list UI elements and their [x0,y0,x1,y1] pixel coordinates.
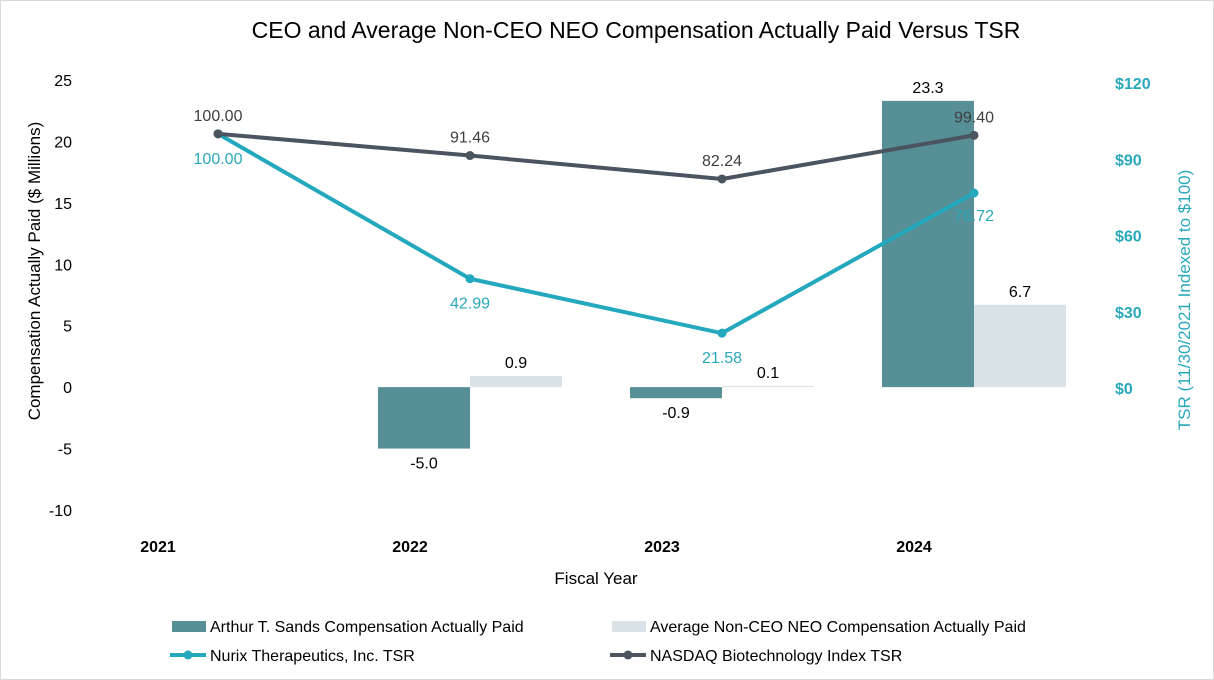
bar-label-ceo: 23.3 [912,80,943,97]
bar-label-neo: 0.1 [757,365,779,382]
y-axis-label: Compensation Actually Paid ($ Millions) [25,122,44,421]
bar-label-neo: 0.9 [505,355,527,372]
legend-item-ceo[interactable]: Arthur T. Sands Compensation Actually Pa… [172,619,524,636]
y2-axis-label: TSR (11/30/2021 Indexed to $100) [1175,170,1194,431]
point-label-nasdaq: 100.00 [194,108,243,125]
bar-label-ceo: -0.9 [662,405,690,422]
point-label-nasdaq: 99.40 [954,109,994,126]
legend: Arthur T. Sands Compensation Actually Pa… [170,619,1026,665]
point-nurix [465,274,475,284]
legend-swatch-ceo [172,621,206,632]
line-nasdaq [217,131,975,181]
right-axis-ticks: $120 $90 $60 $30 $0 [1115,76,1151,398]
point-nurix [969,188,979,198]
y-tick-label: 20 [54,134,72,151]
bar-label-neo: 6.7 [1009,284,1031,301]
legend-item-nasdaq[interactable]: NASDAQ Biotechnology Index TSR [610,648,902,665]
y2-tick-label: $0 [1115,381,1133,398]
y-tick-label: -10 [49,503,72,520]
legend-label-ceo: Arthur T. Sands Compensation Actually Pa… [210,619,524,636]
y2-tick-label: $30 [1115,305,1142,322]
legend-label-neo: Average Non-CEO NEO Compensation Actuall… [650,619,1026,636]
bar-neo [470,376,562,388]
point-nasdaq [465,151,475,161]
x-tick-label: 2024 [896,539,932,556]
y-tick-label: 0 [63,380,72,397]
legend-item-neo[interactable]: Average Non-CEO NEO Compensation Actuall… [612,619,1026,636]
y-tick-label: 25 [54,73,72,90]
legend-label-nurix: Nurix Therapeutics, Inc. TSR [210,648,415,665]
legend-swatch-nurix-marker [183,650,193,660]
y2-tick-label: $90 [1115,152,1142,169]
point-label-nurix: 76.72 [954,208,994,225]
left-axis-ticks: 25 20 15 10 5 0 -5 -10 [49,73,72,520]
bar-ceo [378,387,470,449]
x-tick-label: 2021 [140,539,176,556]
bar-neo [974,304,1066,388]
point-nasdaq [213,129,223,139]
y2-tick-label: $60 [1115,229,1142,246]
y2-tick-label: $120 [1115,76,1151,93]
point-label-nurix: 42.99 [450,296,490,313]
y-tick-label: 5 [63,319,72,336]
point-label-nurix: 100.00 [194,151,243,168]
legend-swatch-neo [612,621,646,632]
x-axis-label: Fiscal Year [554,569,637,588]
chart-title: CEO and Average Non-CEO NEO Compensation… [252,17,1021,43]
y-tick-label: 15 [54,196,72,213]
point-label-nasdaq: 91.46 [450,130,490,147]
x-tick-label: 2023 [644,539,680,556]
y-tick-label: 10 [54,257,72,274]
point-nasdaq [969,130,979,140]
point-nasdaq [717,174,727,184]
bar-label-ceo: -5.0 [410,456,438,473]
lines: 100.00 42.99 21.58 76.72 100.00 91.46 82.24 99.… [194,108,995,367]
bar-neo [722,385,814,388]
legend-label-nasdaq: NASDAQ Biotechnology Index TSR [650,648,902,665]
x-axis-categories: 2021 2022 2023 2024 [140,539,932,556]
point-nurix [717,328,727,338]
bar-ceo [630,387,722,399]
y-tick-label: -5 [58,442,72,459]
point-label-nasdaq: 82.24 [702,153,742,170]
legend-swatch-nasdaq-marker [623,650,633,660]
x-tick-label: 2022 [392,539,428,556]
bars: -5.0 -0.9 23.3 0.9 0.1 6.7 [378,80,1066,473]
point-label-nurix: 21.58 [702,350,742,367]
legend-item-nurix[interactable]: Nurix Therapeutics, Inc. TSR [170,648,415,665]
line-nurix [217,132,975,336]
